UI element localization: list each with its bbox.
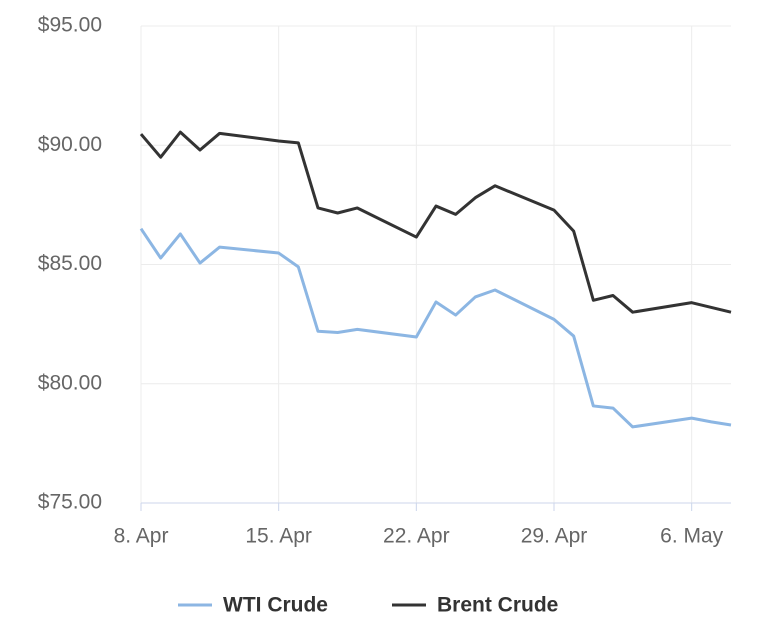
y-tick-label: $90.00	[38, 133, 102, 156]
legend-label[interactable]: WTI Crude	[223, 594, 328, 617]
legend-label[interactable]: Brent Crude	[437, 594, 558, 617]
y-tick-label: $85.00	[38, 252, 102, 275]
y-tick-label: $80.00	[38, 371, 102, 394]
x-tick-label: 15. Apr	[245, 525, 312, 548]
x-tick-label: 22. Apr	[383, 525, 450, 548]
x-tick-label: 29. Apr	[521, 525, 588, 548]
y-tick-label: $95.00	[38, 14, 102, 37]
x-tick-label: 6. May	[660, 525, 724, 548]
x-tick-label: 8. Apr	[114, 525, 169, 548]
y-tick-label: $75.00	[38, 491, 102, 514]
line-series	[139, 227, 732, 429]
line-series	[139, 130, 732, 314]
